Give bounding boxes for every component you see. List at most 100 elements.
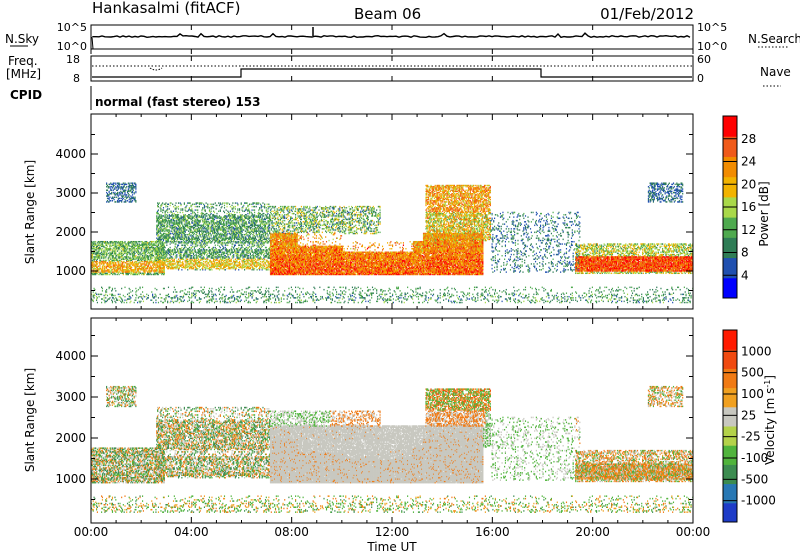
power-cell	[152, 257, 153, 258]
power-cell	[194, 241, 195, 242]
power-cell	[195, 249, 196, 250]
power-cell	[195, 219, 196, 220]
power-cell	[220, 209, 221, 210]
power-cell	[209, 302, 210, 303]
cpid-row: CPID normal (fast stereo) 153	[10, 86, 261, 110]
power-cell	[160, 294, 161, 295]
power-cell	[187, 269, 188, 270]
power-cell	[244, 291, 245, 292]
power-cell	[225, 298, 226, 299]
power-cell	[195, 206, 196, 207]
power-cell	[221, 206, 222, 207]
power-cell	[164, 230, 165, 231]
power-cell	[164, 244, 165, 245]
power-cell	[235, 208, 236, 209]
power-cell	[119, 198, 120, 199]
power-cell	[229, 213, 230, 214]
power-cell	[114, 192, 115, 193]
power-cell	[232, 211, 233, 212]
power-cell	[111, 192, 112, 193]
power-cell	[191, 244, 192, 245]
power-cell	[101, 294, 102, 295]
power-cell	[193, 267, 194, 268]
power-cell	[133, 189, 134, 190]
power-cell	[114, 295, 115, 296]
power-cell	[226, 228, 227, 229]
power-cell	[122, 299, 123, 300]
power-cell	[151, 260, 152, 261]
noise-tick-high: 10^5	[57, 21, 87, 34]
power-cell	[129, 182, 130, 183]
power-cell	[221, 221, 222, 222]
power-cell	[124, 302, 125, 303]
power-cell	[194, 257, 195, 258]
power-cell	[231, 287, 232, 288]
power-cell	[189, 207, 190, 208]
power-cell	[229, 204, 230, 205]
power-cell	[117, 192, 118, 193]
power-cell	[175, 202, 176, 203]
power-cell	[183, 295, 184, 296]
power-cell	[238, 247, 239, 248]
power-cell	[196, 292, 197, 293]
power-cell	[202, 246, 203, 247]
power-cell	[210, 249, 211, 250]
power-cell	[182, 290, 183, 291]
power-cell	[114, 199, 115, 200]
power-cell	[102, 288, 103, 289]
power-cell	[224, 252, 225, 253]
power-cell	[132, 295, 133, 296]
power-cell	[203, 261, 204, 262]
power-cell	[226, 206, 227, 207]
power-cell	[204, 297, 205, 298]
power-cell	[169, 229, 170, 230]
power-cell	[141, 296, 142, 297]
power-cell	[158, 209, 159, 210]
power-cell	[106, 260, 107, 261]
power-cell	[134, 197, 135, 198]
power-cell	[182, 261, 183, 262]
power-cell	[112, 200, 113, 201]
power-cell	[187, 244, 188, 245]
power-cell	[119, 294, 120, 295]
power-cell	[115, 302, 116, 303]
power-cell	[181, 301, 182, 302]
power-cell	[194, 233, 195, 234]
power-cell	[154, 267, 155, 268]
power-cell	[216, 249, 217, 250]
power-cell	[205, 246, 206, 247]
power-cell	[240, 295, 241, 296]
power-cell	[230, 302, 231, 303]
power-cell	[155, 299, 156, 300]
power-cell	[186, 229, 187, 230]
power-cell	[181, 247, 182, 248]
power-cell	[106, 182, 107, 183]
power-cell	[113, 295, 114, 296]
power-cell	[188, 230, 189, 231]
power-cell	[239, 235, 240, 236]
power-cell	[152, 294, 153, 295]
power-cell	[99, 294, 100, 295]
power-cell	[109, 269, 110, 270]
power-cell	[94, 295, 95, 296]
power-cell	[181, 241, 182, 242]
power-cell	[224, 207, 225, 208]
power-cell	[206, 235, 207, 236]
power-cell	[129, 289, 130, 290]
power-cell	[178, 244, 179, 245]
power-cell	[118, 294, 119, 295]
power-cell	[232, 202, 233, 203]
power-cell	[197, 268, 198, 269]
power-cell	[235, 214, 236, 215]
power-cell	[167, 225, 168, 226]
power-cell	[142, 261, 143, 262]
power-cell	[135, 255, 136, 256]
power-cell	[102, 290, 103, 291]
power-cell	[233, 206, 234, 207]
power-cell	[209, 222, 210, 223]
power-cell	[189, 221, 190, 222]
power-cell	[126, 302, 127, 303]
power-cell	[175, 211, 176, 212]
power-cell	[135, 288, 136, 289]
power-cell	[109, 197, 110, 198]
